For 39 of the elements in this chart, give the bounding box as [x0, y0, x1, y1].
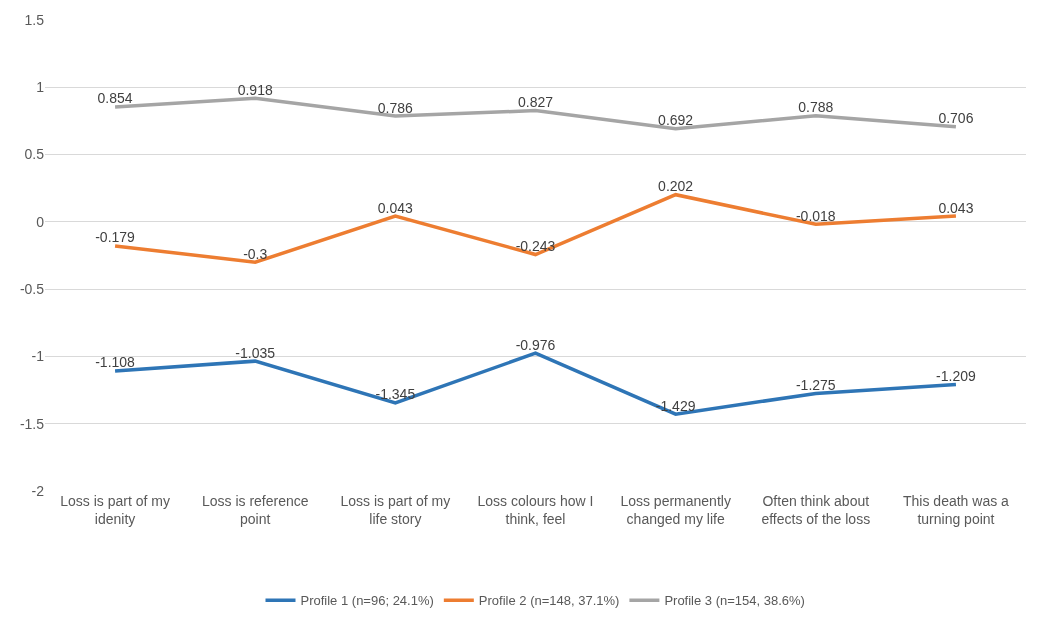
- x-tick-label: Loss colours how I think, feel: [477, 493, 594, 528]
- y-tick-label: 1.5: [24, 11, 45, 28]
- y-tick-label: -1: [31, 348, 45, 365]
- data-label: 0.854: [97, 90, 133, 107]
- y-tick-label: -2: [31, 482, 45, 499]
- data-label: -1.209: [936, 368, 976, 385]
- legend-label: Profile 2 (n=148, 37.1%): [478, 593, 620, 609]
- data-label: 0.918: [237, 81, 273, 98]
- data-label: 0.043: [938, 199, 974, 216]
- data-label: 0.827: [517, 94, 554, 111]
- data-label: -1.275: [795, 376, 836, 393]
- y-tick-label: -0.5: [19, 281, 45, 298]
- data-label: 0.043: [377, 199, 414, 216]
- data-label: 0.692: [658, 112, 694, 129]
- data-label: 0.786: [377, 99, 414, 116]
- data-label: -0.018: [795, 207, 836, 224]
- x-tick-label: Often think about effects of the loss: [761, 493, 871, 528]
- data-label: -0.243: [515, 238, 556, 255]
- data-label: -0.976: [515, 336, 556, 353]
- y-tick-label: 1: [36, 79, 45, 96]
- y-tick-label: 0: [36, 213, 45, 230]
- y-tick-label: 0.5: [24, 146, 45, 163]
- legend-label: Profile 1 (n=96; 24.1%): [300, 593, 434, 609]
- x-tick-label: Loss is part of my life story: [340, 493, 451, 528]
- x-tick-label: Loss is reference point: [201, 493, 309, 528]
- data-label: 0.202: [658, 178, 694, 195]
- data-label: -1.429: [655, 397, 696, 414]
- y-tick-label: -1.5: [19, 415, 45, 432]
- data-label: -1.035: [235, 344, 276, 361]
- legend-label: Profile 3 (n=154, 38.6%): [664, 593, 805, 609]
- data-label: -0.179: [95, 229, 136, 246]
- data-label: 0.706: [938, 110, 974, 127]
- data-label: 0.788: [798, 99, 834, 116]
- data-label: -1.345: [375, 386, 416, 403]
- x-tick-label: This death was a turning point: [903, 493, 1010, 528]
- data-label: -0.3: [243, 245, 268, 262]
- x-tick-label: Loss is part of my idenity: [60, 493, 170, 528]
- data-label: -1.108: [95, 354, 136, 371]
- x-tick-label: Loss permanently changed my life: [620, 493, 731, 528]
